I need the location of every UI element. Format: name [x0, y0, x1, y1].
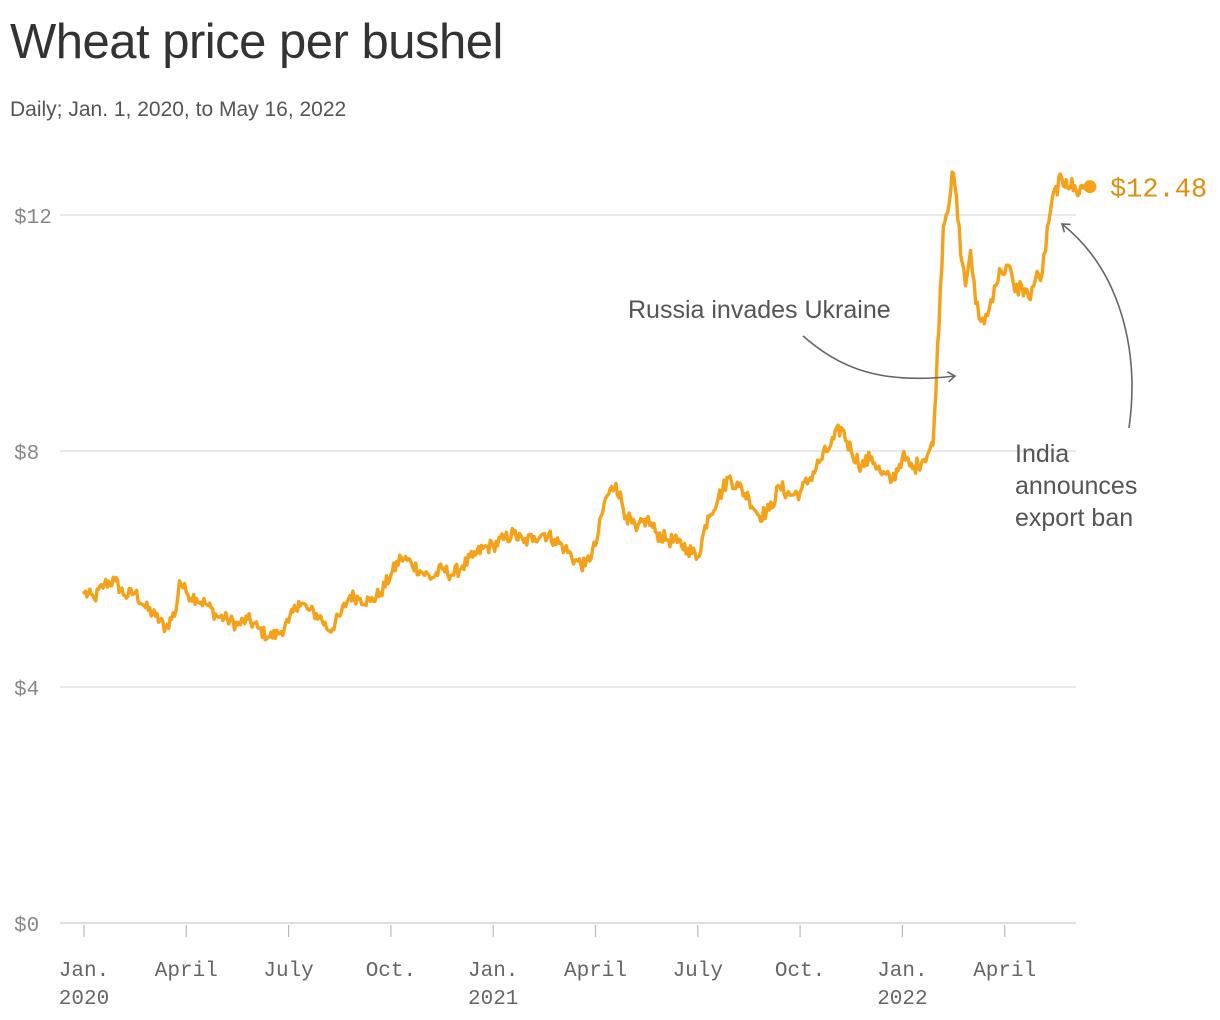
- annotation-india-line: export ban: [1015, 504, 1133, 532]
- annotation-russia: Russia invades Ukraine: [628, 296, 891, 324]
- x-tick-year-label: 2020: [59, 988, 109, 1011]
- x-tick-label: Oct.: [366, 960, 416, 983]
- chart-subtitle: Daily; Jan. 1, 2020, to May 16, 2022: [10, 98, 347, 121]
- y-tick-label: $12: [14, 207, 52, 230]
- end-point: [1083, 180, 1097, 194]
- x-tick-label: April: [155, 960, 218, 983]
- x-tick-label: Jan.: [877, 960, 927, 983]
- annotation-india: India announces export ban: [1015, 440, 1137, 532]
- x-tick-label: Oct.: [775, 960, 825, 983]
- y-tick-label: $0: [14, 915, 39, 938]
- annotation-india-arrow: [1060, 223, 1133, 429]
- x-tick-label: Jan.: [59, 960, 109, 983]
- y-tick-label: $8: [14, 443, 39, 466]
- x-tick-label: July: [263, 960, 313, 983]
- x-tick-year-label: 2021: [468, 988, 518, 1011]
- end-value-label: $12.48: [1110, 176, 1207, 206]
- x-tick-label: July: [673, 960, 723, 983]
- price-line: [82, 170, 1092, 642]
- x-tick-label: Jan.: [468, 960, 518, 983]
- annotation-india-line: India: [1015, 440, 1069, 468]
- x-tick-year-label: 2022: [877, 988, 927, 1011]
- x-tick-label: April: [564, 960, 627, 983]
- annotation-india-line: announces: [1015, 472, 1137, 500]
- x-tick-label: April: [973, 960, 1036, 983]
- annotation-russia-arrow: [802, 335, 957, 383]
- y-tick-label: $4: [14, 679, 39, 702]
- chart-title: Wheat price per bushel: [10, 15, 503, 69]
